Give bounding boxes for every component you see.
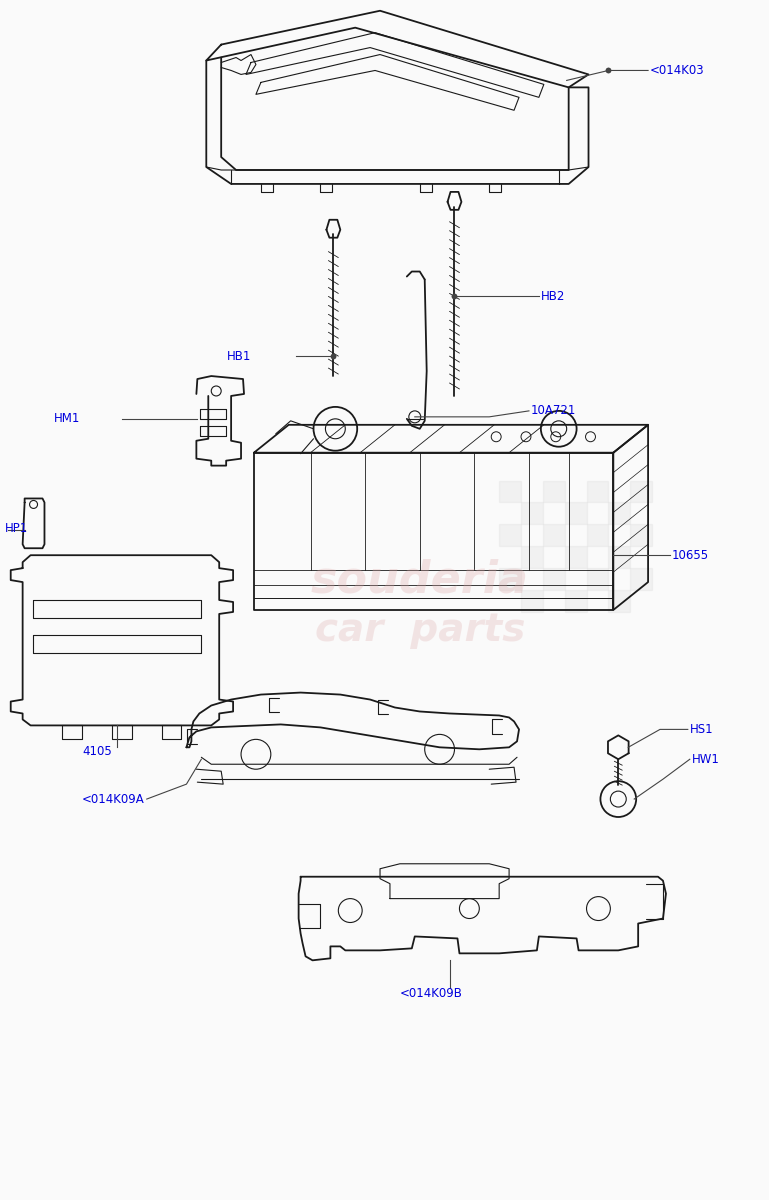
Bar (608, 503, 631, 524)
Text: HS1: HS1 (690, 722, 714, 736)
Text: 10655: 10655 (672, 548, 709, 562)
Bar (587, 480, 608, 503)
Bar (587, 568, 608, 590)
Bar (631, 524, 652, 546)
Bar (608, 546, 631, 568)
Text: HP1: HP1 (5, 522, 28, 535)
Text: HB2: HB2 (541, 290, 565, 302)
Bar (521, 503, 543, 524)
Text: HW1: HW1 (692, 752, 720, 766)
Text: <014K03: <014K03 (650, 64, 704, 77)
Text: HB1: HB1 (227, 349, 251, 362)
Bar (543, 568, 564, 590)
Bar (631, 480, 652, 503)
Text: 4105: 4105 (82, 745, 112, 757)
Bar (543, 480, 564, 503)
Bar (543, 524, 564, 546)
Bar (521, 546, 543, 568)
Bar (499, 480, 521, 503)
Text: HM1: HM1 (54, 413, 80, 425)
Bar (587, 524, 608, 546)
Bar (564, 546, 587, 568)
Text: <014K09B: <014K09B (400, 986, 463, 1000)
Bar (499, 568, 521, 590)
Bar (564, 590, 587, 612)
Text: souderia: souderia (311, 558, 529, 601)
Bar (521, 590, 543, 612)
Text: <014K09A: <014K09A (82, 792, 145, 805)
Bar (499, 524, 521, 546)
Bar (564, 503, 587, 524)
Bar (608, 590, 631, 612)
Text: 10A721: 10A721 (531, 404, 576, 418)
Text: car  parts: car parts (315, 611, 525, 649)
Bar (631, 568, 652, 590)
